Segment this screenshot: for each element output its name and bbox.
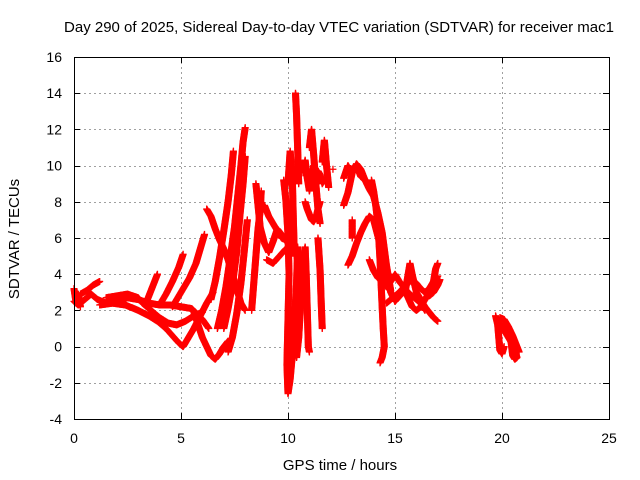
grid	[74, 57, 609, 419]
data-point	[241, 306, 249, 314]
data-point	[205, 325, 213, 332]
data-point	[179, 250, 187, 258]
data-point	[76, 303, 84, 311]
data-points	[70, 89, 523, 398]
data-point	[96, 277, 104, 285]
data-point	[241, 124, 249, 132]
chart-title: Day 290 of 2025, Sidereal Day-to-day VTE…	[64, 19, 614, 36]
data-point	[229, 147, 237, 155]
data-point	[201, 230, 209, 238]
data-point	[153, 270, 161, 278]
